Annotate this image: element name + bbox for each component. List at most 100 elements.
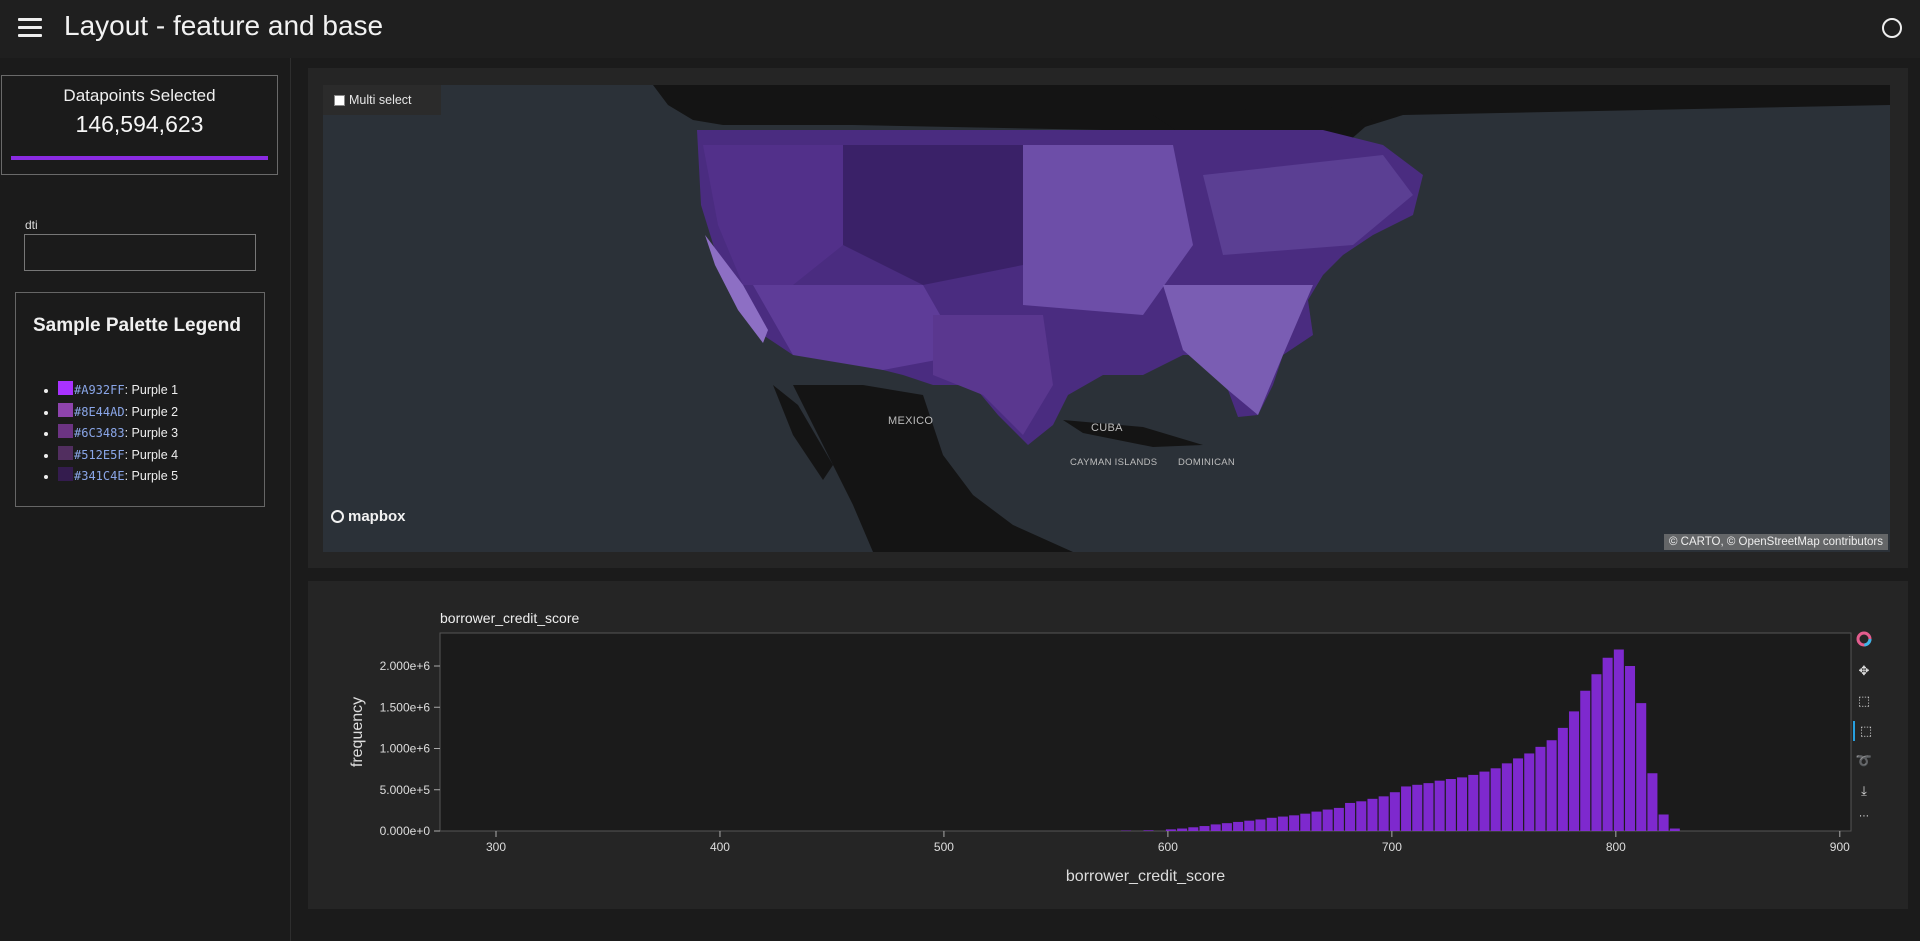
- box-zoom-icon[interactable]: ⬚: [1857, 693, 1871, 708]
- histogram-bar: [1457, 777, 1468, 831]
- histogram-bar: [1221, 823, 1232, 831]
- page-title: Layout - feature and base: [64, 10, 384, 41]
- map-label-cuba: CUBA: [1091, 422, 1123, 434]
- bokeh-logo-icon[interactable]: [1853, 631, 1875, 651]
- region-northeast: [1203, 155, 1413, 255]
- histogram-bar: [1356, 801, 1367, 831]
- datapoints-selected-title: Datapoints Selected: [63, 86, 216, 105]
- region-southeast: [1163, 285, 1313, 415]
- multi-select-checkbox[interactable]: [334, 95, 345, 106]
- histogram-bar: [1345, 802, 1356, 831]
- y-tick-label: 1.500e+6: [380, 700, 431, 714]
- histogram-bar: [1165, 829, 1176, 831]
- box-select-icon[interactable]: ⬚: [1853, 721, 1877, 741]
- legend-hex: #341C4E: [74, 469, 125, 483]
- color-swatch: [58, 467, 73, 481]
- legend-label: : Purple 4: [124, 447, 179, 462]
- cuba-landmass: [1063, 420, 1203, 447]
- histogram-bar: [1591, 674, 1602, 831]
- y-axis-label: frequency: [349, 697, 366, 767]
- x-tick-label: 300: [486, 840, 506, 854]
- dti-label: dti: [25, 218, 38, 232]
- histogram-bar: [1311, 811, 1322, 831]
- map-canvas[interactable]: [323, 85, 1890, 552]
- y-tick-label: 0.000e+0: [380, 824, 431, 838]
- histogram-bar: [1557, 727, 1568, 831]
- multi-select-control[interactable]: Multi select: [323, 85, 441, 115]
- histogram-bar: [1389, 792, 1400, 831]
- legend-item: #512E5F: Purple 4: [58, 445, 179, 464]
- color-swatch: [58, 445, 73, 460]
- histogram-bar: [1277, 816, 1288, 831]
- legend-label: : Purple 3: [124, 426, 179, 440]
- histogram-bar: [1188, 827, 1199, 831]
- y-tick-label: 1.000e+6: [380, 742, 431, 756]
- region-west: [703, 145, 843, 285]
- region-plains: [1023, 145, 1193, 315]
- map-attribution[interactable]: © CARTO, © OpenStreetMap contributors: [1663, 534, 1888, 550]
- histogram-bar: [1625, 666, 1636, 831]
- datapoints-selected-card: Datapoints Selected 146,594,623: [1, 75, 278, 175]
- x-axis-label: borrower_credit_score: [1066, 868, 1225, 885]
- histogram-panel: borrower_credit_score 0.000e+0 5.000e+5 1.0…: [308, 581, 1908, 909]
- legend-label: : Purple 5: [124, 469, 179, 483]
- legend-item: #6C3483: Purple 3: [58, 424, 178, 442]
- x-tick-label: 500: [934, 840, 954, 854]
- mapbox-logo-text: mapbox: [348, 508, 406, 525]
- histogram-bar: [1210, 824, 1221, 831]
- legend-item: #341C4E: Purple 5: [58, 467, 178, 485]
- region-southwest: [753, 285, 963, 370]
- datapoints-selected-value: 146,594,623: [75, 111, 204, 137]
- header: Layout - feature and base: [0, 0, 1920, 58]
- datapoints-progress-fill: [11, 156, 268, 160]
- map-label-cayman-islands: CAYMAN ISLANDS: [1070, 457, 1158, 468]
- histogram-bar: [1333, 807, 1344, 831]
- x-tick-label: 900: [1830, 840, 1850, 854]
- histogram-bar: [1143, 830, 1154, 831]
- legend-hex: #A932FF: [74, 383, 125, 397]
- histogram-bar: [1490, 768, 1501, 831]
- histogram-bar: [1367, 798, 1378, 831]
- choropleth-map[interactable]: Multi select MEXICO CUBA CAYMAN ISLANDS …: [323, 85, 1890, 552]
- y-tick-label: 2.000e+6: [380, 659, 431, 673]
- lasso-select-icon[interactable]: ➰: [1855, 753, 1873, 768]
- histogram-bar: [1636, 703, 1647, 831]
- y-tick-label: 5.000e+5: [380, 783, 431, 797]
- histogram-bar: [1524, 753, 1535, 831]
- histogram-bar: [1669, 828, 1680, 831]
- color-swatch: [58, 402, 73, 417]
- more-icon[interactable]: ⋯: [1859, 811, 1869, 822]
- x-tick-label: 700: [1382, 840, 1402, 854]
- histogram-bar: [1300, 813, 1311, 831]
- histogram-bar: [1501, 763, 1512, 831]
- histogram-bar: [1602, 657, 1613, 831]
- color-swatch: [58, 381, 73, 395]
- histogram-bar: [1266, 817, 1277, 831]
- legend-hex: #512E5F: [74, 447, 125, 462]
- histogram-bar: [1401, 786, 1412, 831]
- histogram-bar: [1468, 774, 1479, 831]
- multi-select-label: Multi select: [349, 93, 412, 107]
- histogram-bar: [1658, 814, 1669, 831]
- histogram-bar: [1513, 758, 1524, 831]
- hamburger-menu-icon[interactable]: [18, 18, 42, 38]
- region-california: [705, 235, 768, 343]
- region-texas: [933, 315, 1053, 435]
- dti-input[interactable]: [24, 234, 256, 271]
- sidebar: Datapoints Selected 146,594,623 dti Samp…: [0, 58, 291, 941]
- save-icon[interactable]: ⤓: [1861, 783, 1867, 798]
- histogram-chart[interactable]: borrower_credit_score 0.000e+0 5.000e+5 1.0…: [308, 581, 1868, 909]
- color-swatch: [58, 424, 73, 438]
- legend-hex: #6C3483: [74, 426, 125, 440]
- histogram-bar: [1434, 780, 1445, 831]
- pan-icon[interactable]: ✥: [1858, 663, 1870, 678]
- histogram-bar: [1535, 746, 1546, 831]
- region-mountain: [843, 145, 1023, 285]
- histogram-bar: [1177, 828, 1188, 831]
- histogram-bar: [1412, 784, 1423, 831]
- mapbox-logo[interactable]: mapbox: [331, 508, 406, 525]
- legend-label: : Purple 1: [124, 383, 179, 397]
- legend-label: : Purple 2: [124, 404, 179, 419]
- map-label-dominican: DOMINICAN: [1178, 457, 1236, 468]
- legend-title: Sample Palette Legend: [33, 315, 242, 336]
